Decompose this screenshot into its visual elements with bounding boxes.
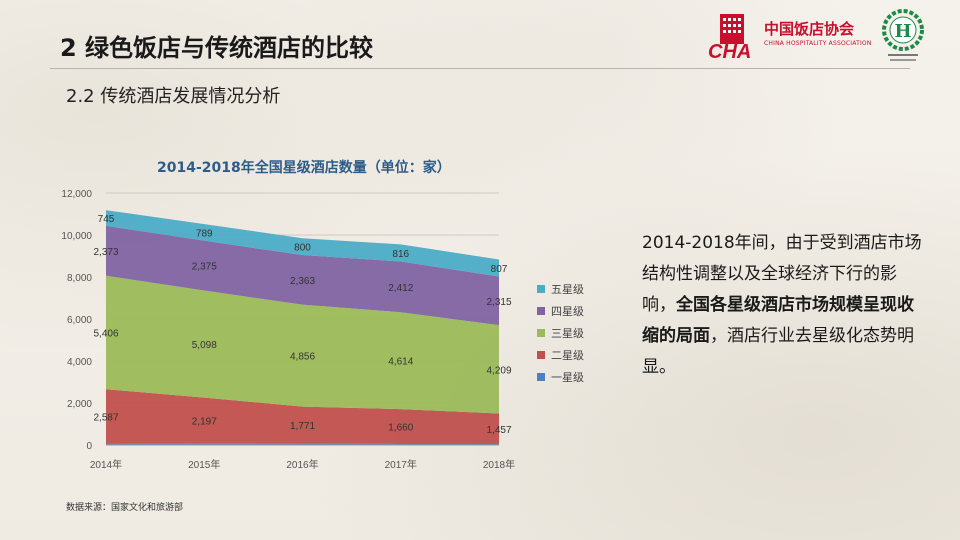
body-text-2: ，酒店行业去星级化态势明显。 (642, 326, 914, 377)
data-label: 807 (491, 264, 508, 275)
legend-item: 三星级 (537, 322, 584, 344)
data-label: 4,614 (388, 357, 413, 368)
legend-item: 四星级 (537, 300, 584, 322)
legend-label: 五星级 (551, 283, 584, 296)
svg-text:CHA: CHA (708, 41, 751, 60)
chart-title: 2014-2018年全国星级酒店数量（单位：家） (157, 160, 451, 176)
y-tick-label: 4,000 (67, 357, 92, 368)
area-series-two-star (106, 389, 499, 445)
legend-label: 一星级 (551, 371, 584, 384)
y-tick-label: 10,000 (61, 231, 92, 242)
legend-label: 四星级 (551, 305, 584, 318)
data-label: 2,373 (93, 247, 118, 258)
cha-logo-en: CHINA HOSPITALITY ASSOCIATION (764, 40, 872, 47)
legend-item: 五星级 (537, 278, 584, 300)
body-text-1: 2014-2018年间，由于受到酒店市场结构性调整以及全球经济下行的影响， (642, 233, 922, 315)
data-label: 1,660 (388, 423, 413, 434)
data-label: 2,412 (388, 283, 413, 294)
data-label: 4,856 (290, 352, 315, 363)
slide-title: 2 绿色饭店与传统酒店的比较 (60, 34, 374, 62)
y-tick-label: 8,000 (67, 273, 92, 284)
legend-swatch (537, 285, 545, 293)
body-text-bold: 全国各星级酒店市场规模呈现收缩的局面 (642, 295, 914, 346)
section-subtitle: 2.2 传统酒店发展情况分析 (66, 86, 281, 107)
y-tick-label: 0 (86, 441, 92, 452)
x-tick-label: 2015年 (188, 458, 220, 471)
x-tick-label: 2017年 (385, 458, 417, 471)
data-label: 745 (98, 214, 115, 225)
cha-logo: CHA 中国饭店协会 CHINA HOSPITALITY ASSOCIATION (706, 12, 876, 60)
data-label: 5,098 (192, 340, 217, 351)
data-label: 2,197 (192, 417, 217, 428)
data-source-note: 数据来源：国家文化和旅游部 (66, 503, 184, 513)
data-label: 2,587 (93, 412, 118, 423)
area-series-four-star (106, 225, 499, 326)
data-label: 5,406 (93, 328, 118, 339)
svg-text:H: H (894, 21, 911, 42)
area-series-three-star (106, 275, 499, 414)
data-label: 800 (294, 243, 311, 254)
legend-swatch (537, 307, 545, 315)
legend-label: 二星级 (551, 349, 584, 362)
chart-legend: 五星级四星级三星级二星级一星级 (537, 278, 584, 388)
x-tick-label: 2016年 (286, 458, 318, 471)
green-hotel-logo: H (882, 9, 924, 61)
data-label: 789 (196, 228, 213, 239)
legend-label: 三星级 (551, 327, 584, 340)
area-series-five-star (106, 210, 499, 277)
body-paragraph: 2014-2018年间，由于受到酒店市场结构性调整以及全球经济下行的影响，全国各… (642, 228, 922, 383)
data-label: 1,771 (290, 421, 315, 432)
legend-swatch (537, 373, 545, 381)
y-tick-label: 12,000 (61, 189, 92, 200)
data-label: 1,457 (486, 425, 511, 436)
title-divider (50, 68, 910, 69)
cha-logo-cn: 中国饭店协会 (764, 20, 855, 38)
y-tick-label: 6,000 (67, 315, 92, 326)
legend-swatch (537, 329, 545, 337)
legend-item: 二星级 (537, 344, 584, 366)
legend-swatch (537, 351, 545, 359)
data-label: 2,375 (192, 262, 217, 273)
cha-building-icon: CHA (708, 14, 751, 60)
data-label: 4,209 (486, 365, 511, 376)
y-tick-label: 2,000 (67, 399, 92, 410)
data-label: 2,363 (290, 276, 315, 287)
x-tick-label: 2018年 (483, 458, 515, 471)
data-label: 2,315 (486, 297, 511, 308)
x-tick-label: 2014年 (90, 458, 122, 471)
data-label: 816 (392, 249, 409, 260)
legend-item: 一星级 (537, 366, 584, 388)
